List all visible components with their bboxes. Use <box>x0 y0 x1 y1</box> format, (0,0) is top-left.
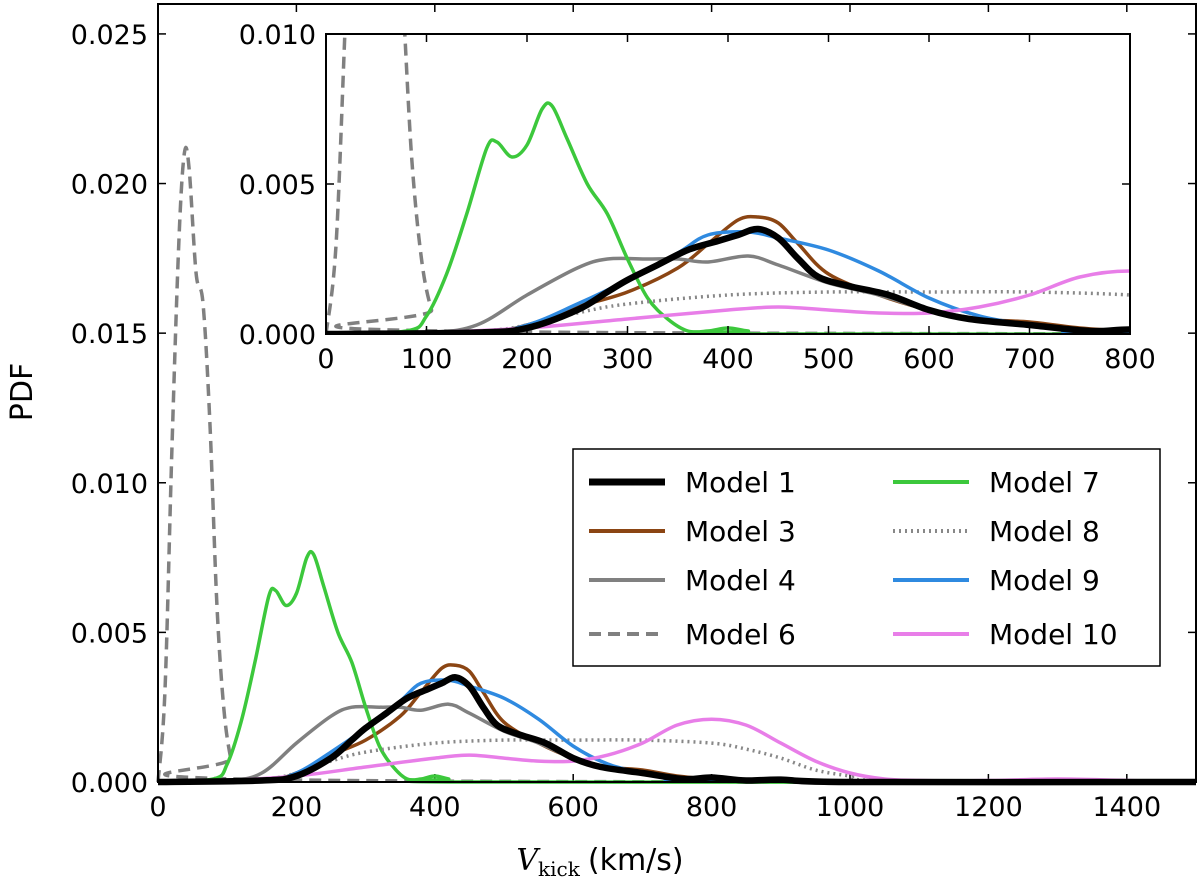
inset-x-tick-label: 400 <box>702 344 754 375</box>
inset-y-tick-label: 0.010 <box>239 20 316 51</box>
inset-x-tick-label: 300 <box>602 344 654 375</box>
x-tick-label: 800 <box>686 792 738 823</box>
x-tick-label: 600 <box>547 792 599 823</box>
legend-label-model-6: Model 6 <box>685 618 796 651</box>
inset-x-tick-label: 500 <box>803 344 855 375</box>
legend-label-model-1: Model 1 <box>685 466 796 499</box>
inset-x-tick-label: 700 <box>1004 344 1056 375</box>
x-tick-label: 400 <box>409 792 461 823</box>
legend-label-model-3: Model 3 <box>685 515 796 548</box>
inset-series-line-model-6 <box>326 34 1130 334</box>
inset-y-tick-label: 0.000 <box>239 320 316 351</box>
inset-series-line-model-10 <box>326 269 1130 334</box>
y-tick-label: 0.015 <box>71 319 148 350</box>
series-line-model-7 <box>157 549 1197 784</box>
main-plot-frame <box>157 3 1197 783</box>
legend-label-model-8: Model 8 <box>989 515 1100 548</box>
x-axis-unit: (km/s) <box>588 843 684 878</box>
legend-box <box>572 448 1161 667</box>
legend-label-model-7: Model 7 <box>989 466 1100 499</box>
main-series-group <box>156 145 1197 786</box>
y-tick-label: 0.025 <box>71 20 148 51</box>
y-axis-title: PDF <box>5 363 40 421</box>
legend: Model 1 Model 3 Model 4 Model 6 Model 7 Model… <box>572 448 1161 667</box>
inset-x-tick-label: 100 <box>401 344 453 375</box>
series-line-model-1 <box>157 674 1197 786</box>
y-tick-label: 0.020 <box>71 170 148 201</box>
inset-y-tick-label: 0.005 <box>239 170 316 201</box>
legend-label-model-4: Model 4 <box>685 564 796 597</box>
x-axis-title: Vkick (km/s) <box>516 843 683 880</box>
inset-x-tick-label: 600 <box>903 344 955 375</box>
y-tick-label: 0.000 <box>71 768 148 799</box>
inset-x-tick-label: 800 <box>1104 344 1156 375</box>
legend-label-model-10: Model 10 <box>989 618 1118 651</box>
inset-x-tick-label: 200 <box>501 344 553 375</box>
x-tick-label: 1000 <box>816 792 885 823</box>
inset-x-tick-label: 0 <box>317 344 334 375</box>
x-axis-symbol: V <box>516 843 541 878</box>
x-tick-label: 1400 <box>1092 792 1161 823</box>
x-tick-label: 1200 <box>954 792 1023 823</box>
inset-axes: 0 100 200 300 400 500 600 700 800 0.000 0.005 0.010 <box>239 20 1156 375</box>
x-axis-subscript: kick <box>538 857 581 880</box>
y-tick-label: 0.005 <box>71 618 148 649</box>
y-tick-label: 0.010 <box>71 469 148 500</box>
inset-background <box>326 34 1130 334</box>
legend-label-model-9: Model 9 <box>989 564 1100 597</box>
inset-plot: 0 100 200 300 400 500 600 700 800 0.000 0.005 0.010 <box>239 20 1156 375</box>
x-tick-label: 200 <box>271 792 323 823</box>
series-line-model-9 <box>157 678 1197 784</box>
main-axes: 0 200 400 600 800 1000 1200 14000.0000.0050.010… <box>71 4 1196 823</box>
inset-series-line-model-1 <box>326 225 1130 334</box>
x-tick-label: 0 <box>149 792 166 823</box>
